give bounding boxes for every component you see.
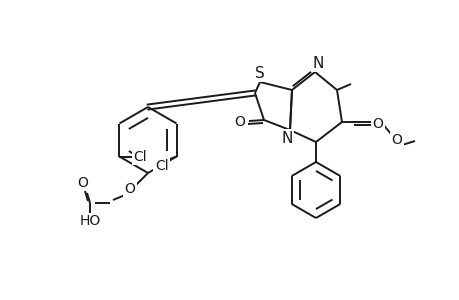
Text: Cl: Cl xyxy=(133,149,147,164)
Text: N: N xyxy=(312,56,323,70)
Text: O: O xyxy=(372,116,383,130)
Text: N: N xyxy=(281,130,292,146)
Text: O: O xyxy=(78,176,88,190)
Text: S: S xyxy=(255,65,264,80)
Text: Cl: Cl xyxy=(154,158,168,172)
Text: HO: HO xyxy=(79,214,101,228)
Text: O: O xyxy=(391,133,402,147)
Text: O: O xyxy=(234,115,245,129)
Text: O: O xyxy=(124,182,135,196)
